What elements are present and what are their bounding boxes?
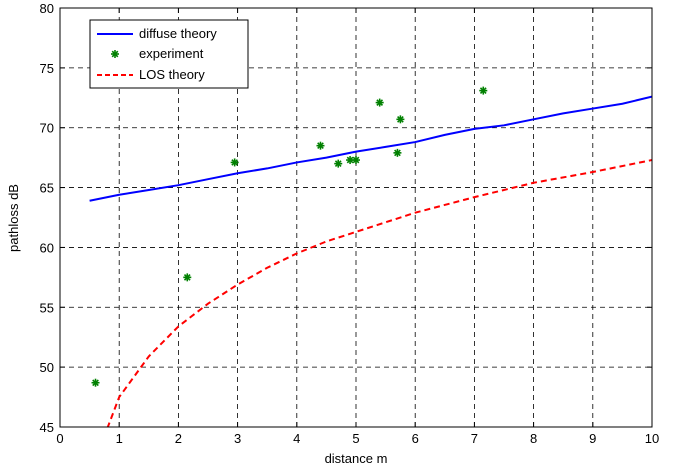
y-tick-label-50: 50 — [40, 360, 54, 375]
x-tick-label-10: 10 — [645, 431, 659, 446]
x-tick-label-0: 0 — [56, 431, 63, 446]
y-tick-label-65: 65 — [40, 181, 54, 196]
data-point-experiment-6 — [352, 156, 360, 165]
y-tick-label-80: 80 — [40, 1, 54, 16]
data-point-experiment-10 — [479, 86, 488, 95]
x-tick-label-8: 8 — [530, 431, 537, 446]
x-tick-label-6: 6 — [412, 431, 419, 446]
legend-label-diffuse-theory: diffuse theory — [139, 26, 217, 41]
y-tick-label-55: 55 — [40, 300, 54, 315]
x-tick-label-2: 2 — [175, 431, 182, 446]
data-point-experiment-7 — [375, 98, 384, 107]
data-point-experiment-5 — [346, 156, 355, 165]
x-axis-title: distance m — [325, 451, 388, 466]
x-tick-label-3: 3 — [234, 431, 241, 446]
y-tick-label-70: 70 — [40, 121, 54, 136]
x-tick-label-9: 9 — [589, 431, 596, 446]
legend-star-marker — [111, 50, 119, 58]
series-line-diffuse-theory — [89, 95, 652, 202]
data-point-experiment-1 — [183, 273, 192, 282]
y-tick-label-75: 75 — [40, 61, 54, 76]
legend-swatch-experiment — [111, 50, 119, 58]
legend: diffuse theory experiment LOS theory — [89, 19, 249, 89]
data-point-experiment-0 — [91, 378, 100, 387]
data-point-experiment-9 — [396, 115, 405, 124]
y-tick-label-45: 45 — [40, 420, 54, 435]
grid — [60, 8, 652, 427]
ticks — [59, 7, 653, 428]
data-point-experiment-3 — [316, 141, 325, 150]
data-point-experiment-4 — [334, 159, 343, 168]
series-layer — [89, 86, 652, 427]
x-tick-label-1: 1 — [116, 431, 123, 446]
y-tick-label-60: 60 — [40, 240, 54, 255]
data-point-experiment-8 — [393, 148, 402, 157]
data-point-experiment-2 — [230, 158, 239, 167]
legend-label-los-theory: LOS theory — [139, 67, 205, 82]
y-axis-title: pathloss dB — [6, 184, 21, 252]
x-tick-label-4: 4 — [293, 431, 300, 446]
x-tick-label-7: 7 — [471, 431, 478, 446]
series-line-los-theory — [106, 159, 652, 427]
x-tick-label-5: 5 — [352, 431, 359, 446]
legend-label-experiment: experiment — [139, 46, 204, 61]
